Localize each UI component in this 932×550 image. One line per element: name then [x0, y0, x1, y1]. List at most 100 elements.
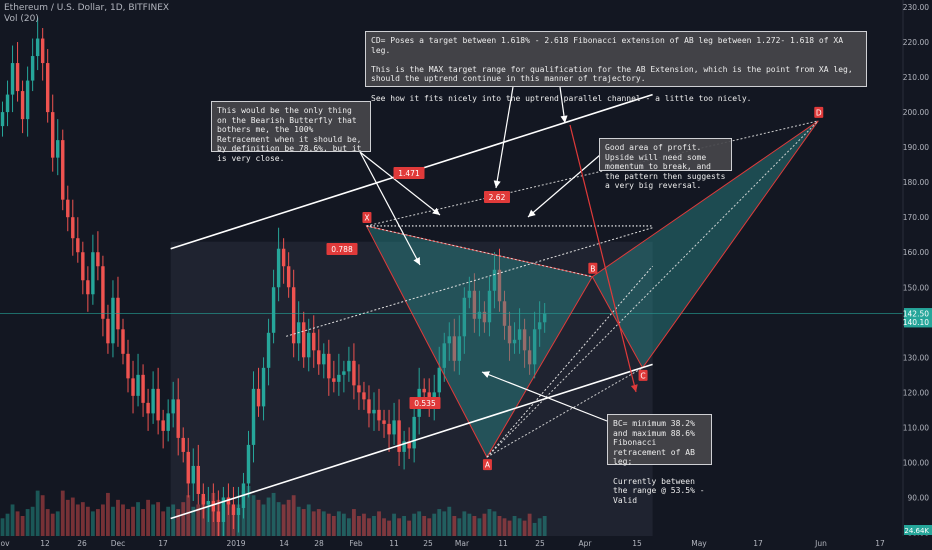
- volume-bar: [30, 506, 35, 546]
- candle-body: [522, 329, 527, 351]
- volume-bar: [161, 511, 166, 546]
- ratio-label: 1.471: [398, 169, 420, 178]
- candle-body: [437, 367, 441, 393]
- volume-bar: [40, 495, 45, 546]
- time-axis[interactable]: ov 12 26 Dec 17 2019 14 28 Feb 11 25 Mar 11 25 Apr 15 Ma…: [0, 536, 932, 550]
- candle-body: [131, 378, 135, 396]
- volume-bar: [251, 495, 256, 546]
- channel-lower: [170, 363, 653, 520]
- volume-bar: [206, 502, 211, 546]
- volume-bar: [341, 513, 346, 546]
- volume-bar: [70, 497, 75, 546]
- volume-bar: [311, 511, 316, 546]
- ratio-tag: [409, 397, 441, 409]
- harmonic-pattern[interactable]: [365, 120, 819, 459]
- time-tick-label: 12: [40, 539, 50, 548]
- volume-bar: [116, 499, 120, 546]
- volume-bar: [75, 504, 80, 546]
- volume-bar: [407, 520, 412, 546]
- price-axis[interactable]: 80.0090.00100.00110.00120.00130.00140.00…: [902, 0, 932, 550]
- price-tick-label: 110.00: [903, 423, 929, 432]
- candle-body: [527, 350, 532, 365]
- price-tick-label: 130.00: [903, 353, 929, 362]
- time-tick-label: 17: [753, 539, 763, 548]
- price-tick-label: 220.00: [903, 38, 929, 47]
- volume-bar: [422, 516, 427, 546]
- candle-body: [56, 140, 60, 158]
- candle-body: [191, 465, 195, 484]
- volume-bar: [367, 518, 371, 546]
- time-tick-label: 11: [498, 539, 508, 548]
- note-bc-retracement[interactable]: BC= minimum 38.2% and maximum 88.6% Fibo…: [607, 414, 712, 505]
- candle-body: [276, 248, 281, 288]
- candle-body: [357, 385, 361, 393]
- candle-body: [377, 409, 381, 421]
- volume-bar: [25, 509, 30, 546]
- time-tick-label: Apr: [579, 539, 593, 548]
- last-price-tag-text: 142.50: [903, 310, 929, 319]
- volume-bar: [106, 492, 110, 546]
- volume-bar: [45, 509, 50, 546]
- price-tick-label: 120.00: [903, 388, 929, 397]
- time-tick-label: 14: [279, 539, 289, 548]
- volume-bar: [146, 499, 150, 546]
- price-candles: [0, 17, 903, 540]
- volume-bar: [377, 511, 381, 546]
- candle-body: [312, 332, 316, 351]
- candle-body: [231, 504, 236, 515]
- candle-body: [86, 280, 90, 295]
- volume-bar: [141, 509, 145, 546]
- volume-bar: [0, 518, 5, 546]
- candle-body: [30, 56, 35, 81]
- ratio-xb: [366, 225, 593, 278]
- candle-body: [422, 388, 426, 393]
- candle-body: [236, 507, 241, 515]
- volume-bar: [437, 509, 442, 546]
- volume-bar: [372, 516, 376, 546]
- volume-bar: [55, 511, 60, 546]
- note-profit-area[interactable]: Good area of profit. Upside will need so…: [599, 138, 732, 190]
- price-tick-label: 180.00: [903, 178, 929, 187]
- candle-body: [10, 63, 15, 95]
- candle-body: [452, 336, 457, 361]
- volume-bar: [427, 518, 432, 546]
- candle-body: [211, 500, 216, 512]
- point-label: A: [485, 461, 491, 470]
- price-tick-label: 200.00: [903, 108, 929, 117]
- volume-bar: [186, 495, 191, 546]
- volume-bar: [60, 490, 65, 546]
- candle-body: [487, 290, 492, 323]
- volume-bar: [537, 518, 542, 546]
- note-cd-target[interactable]: CD= Poses a target between 1.618% - 2.61…: [365, 31, 867, 103]
- candle-body: [106, 318, 110, 344]
- point-label: C: [640, 371, 645, 380]
- note-bearish-butterfly[interactable]: This would be the only thing on the Bear…: [211, 101, 371, 163]
- price-tick-label: 90.00: [908, 493, 930, 502]
- price-tick-label: 190.00: [903, 143, 929, 152]
- volume-indicator-label: Vol (20): [4, 14, 39, 24]
- candle-body: [352, 360, 356, 386]
- time-tick-label: 26: [77, 539, 87, 548]
- time-tick-label: 17: [875, 539, 885, 548]
- ratio-tag: [484, 191, 510, 203]
- candle-body: [91, 252, 95, 295]
- volume-bar: [201, 497, 206, 546]
- arrow-to-262: [493, 86, 514, 189]
- volume-bar: [447, 506, 452, 546]
- time-tick-label: Feb: [349, 539, 363, 548]
- time-tick-label: Jun: [814, 539, 827, 548]
- candle-body: [216, 511, 221, 522]
- pattern-labels: X A B C D 0.788 0.535 2.62 1.471: [326, 106, 824, 471]
- volume-bar: [357, 516, 361, 546]
- candle-body: [337, 374, 341, 382]
- candle-body: [482, 311, 487, 323]
- time-tick-label: 15: [632, 539, 642, 548]
- volume-bar: [412, 513, 417, 546]
- volume-bar: [326, 513, 331, 546]
- point-tag-b: [588, 262, 598, 274]
- arrow-to-xlevel: [359, 151, 441, 216]
- candle-body: [121, 329, 125, 354]
- volume-bar: [472, 516, 477, 546]
- annotation-arrows: [359, 86, 638, 422]
